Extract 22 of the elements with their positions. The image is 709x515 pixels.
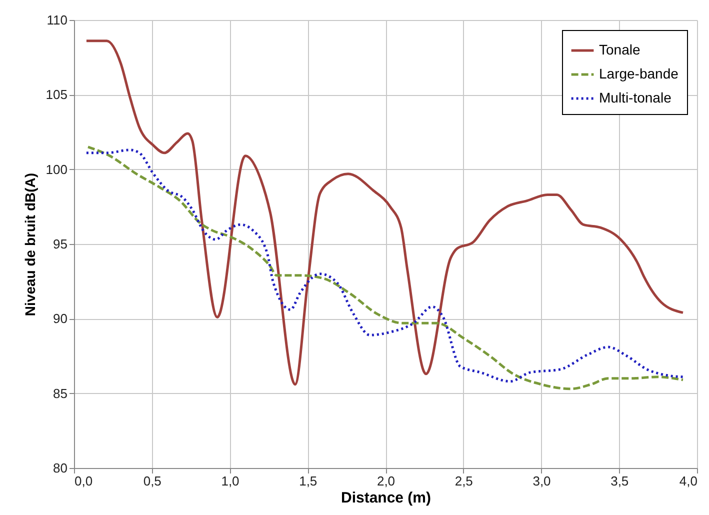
x-tick-label: 3,0 <box>532 474 551 488</box>
x-tick-label: 1,0 <box>221 474 240 488</box>
legend-label: Tonale <box>599 42 640 58</box>
x-tick-label: 0,0 <box>74 474 93 488</box>
legend-label: Multi-tonale <box>599 90 672 106</box>
x-tick-label: 2,5 <box>454 474 473 488</box>
y-tick-label: 95 <box>53 236 68 252</box>
x-axis-title: Distance (m) <box>340 490 432 506</box>
x-tick-label: 4,0 <box>679 474 698 488</box>
legend-label: Large-bande <box>599 66 679 82</box>
line-series <box>85 40 684 386</box>
x-tick-label: 2,0 <box>376 474 396 488</box>
x-tick-label: 3,5 <box>610 474 629 488</box>
y-tick-label: 80 <box>53 460 68 476</box>
y-axis-title: Niveau de bruit dB(A) <box>22 172 38 316</box>
x-tick-label: 0,5 <box>143 474 162 488</box>
y-tick-label: 90 <box>53 311 68 326</box>
y-tick-label: 105 <box>46 87 68 102</box>
y-tick-label: 100 <box>46 162 68 177</box>
y-tick-label: 110 <box>46 12 68 28</box>
x-tick-label: 1,5 <box>299 474 318 488</box>
y-tick-label: 85 <box>53 386 68 401</box>
